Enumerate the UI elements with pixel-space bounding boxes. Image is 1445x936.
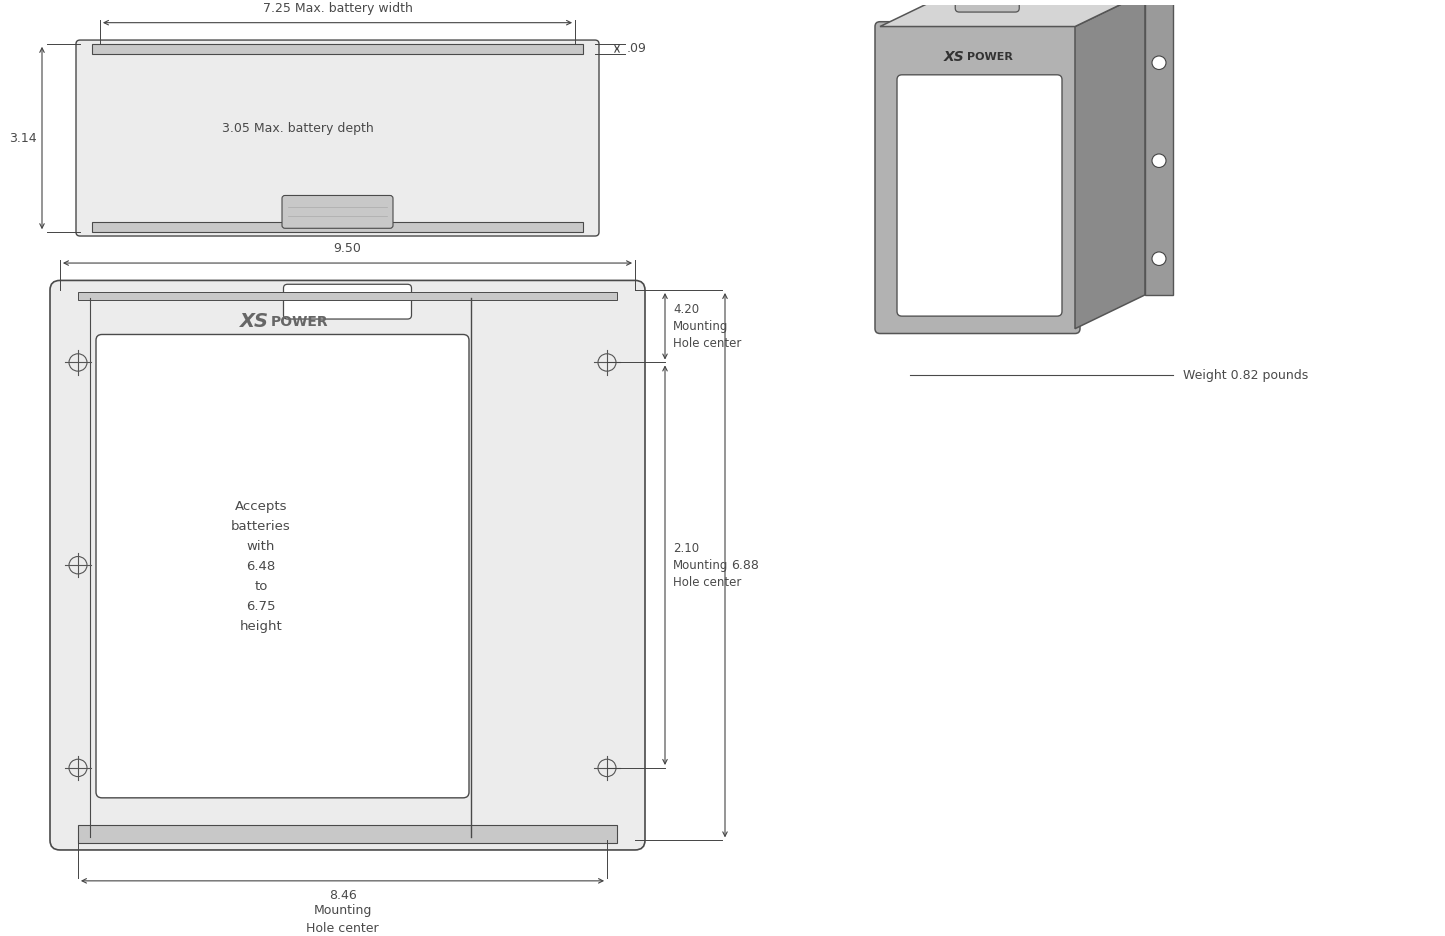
Text: 2.10
Mounting
Hole center: 2.10 Mounting Hole center	[673, 542, 741, 589]
FancyBboxPatch shape	[51, 281, 644, 850]
Text: 3.14: 3.14	[9, 132, 38, 144]
Text: POWER: POWER	[967, 52, 1013, 63]
Text: POWER: POWER	[270, 314, 328, 329]
Polygon shape	[1075, 0, 1144, 329]
Text: Mounting
Hole center: Mounting Hole center	[306, 904, 379, 935]
Bar	[92, 223, 582, 232]
Text: XS: XS	[240, 313, 269, 331]
FancyBboxPatch shape	[876, 22, 1079, 333]
FancyBboxPatch shape	[955, 0, 1019, 12]
Text: 7.25 Max. battery width: 7.25 Max. battery width	[263, 2, 412, 15]
Text: 3.05 Max. battery depth: 3.05 Max. battery depth	[221, 122, 373, 135]
Text: 4.20
Mounting
Hole center: 4.20 Mounting Hole center	[673, 302, 741, 350]
Text: 6.88: 6.88	[731, 559, 759, 572]
Circle shape	[1152, 252, 1166, 266]
FancyBboxPatch shape	[77, 40, 600, 236]
FancyBboxPatch shape	[283, 285, 412, 319]
FancyBboxPatch shape	[282, 196, 393, 228]
Text: Weight 0.82 pounds: Weight 0.82 pounds	[1183, 369, 1308, 382]
FancyBboxPatch shape	[95, 334, 470, 797]
Bar	[78, 292, 617, 300]
Bar	[78, 825, 617, 843]
Polygon shape	[880, 0, 1144, 26]
Circle shape	[1152, 56, 1166, 69]
Bar	[92, 44, 582, 53]
Text: .09: .09	[627, 42, 647, 55]
Polygon shape	[1144, 0, 1173, 295]
Text: Accepts
batteries
with
6.48
to
6.75
height: Accepts batteries with 6.48 to 6.75 heig…	[231, 500, 290, 633]
Circle shape	[1152, 154, 1166, 168]
Text: XS: XS	[944, 51, 965, 65]
FancyBboxPatch shape	[897, 75, 1062, 316]
Text: 9.50: 9.50	[334, 242, 361, 256]
Text: 8.46: 8.46	[328, 888, 357, 901]
